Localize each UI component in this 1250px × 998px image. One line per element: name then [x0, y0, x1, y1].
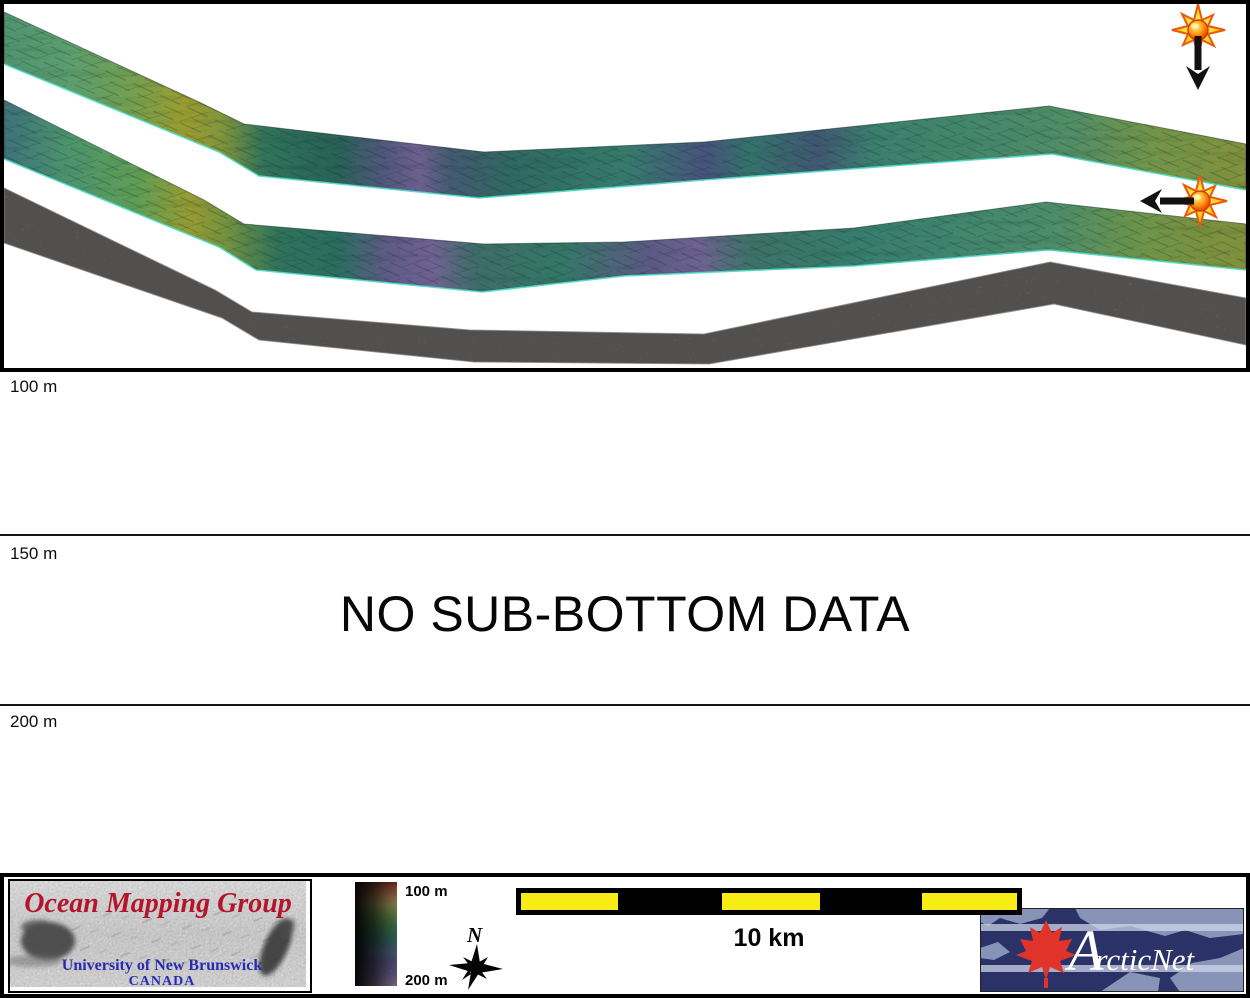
depth-label-150m: 150 m [10, 544, 58, 563]
sonar-shadow-left [6, 920, 75, 967]
depth-line-150m [0, 534, 1250, 536]
scale-bar [516, 888, 1022, 915]
sonar-shadow-right [259, 918, 295, 976]
starburst-arrow-down-icon [1171, 4, 1226, 90]
scale-bar-segment [922, 893, 1017, 910]
omg-subtitle: University of New Brunswick [62, 957, 263, 974]
depth-label-100m: 100 m [10, 377, 58, 396]
omg-country: CANADA [129, 974, 196, 987]
arcticnet-end: Net [1150, 942, 1195, 977]
scale-bar-segment [521, 893, 618, 910]
arcticnet-initial: A [1064, 918, 1104, 983]
arcticnet-mid: rctic [1095, 942, 1151, 977]
depth-label-200m: 200 m [10, 712, 58, 731]
compass-star [449, 944, 503, 990]
footer-legend-bar: Ocean Mapping Group University of New Br… [0, 873, 1250, 998]
bathymetry-swath-1 [4, 11, 1246, 199]
no-sub-bottom-data-text: NO SUB-BOTTOM DATA [339, 586, 911, 642]
arcticnet-wordmark: ArcticNet [1064, 918, 1196, 983]
sonar-panel [0, 0, 1250, 372]
omg-logo: Ocean Mapping Group University of New Br… [6, 879, 312, 993]
depth-line-200m [0, 704, 1250, 706]
scale-bar-segment [722, 893, 820, 910]
arcticnet-logo: ArcticNet [980, 908, 1244, 992]
north-label: N [466, 923, 483, 947]
omg-title: Ocean Mapping Group [24, 888, 292, 919]
swath2-cyan-fringe [4, 158, 1246, 293]
maple-leaf-icon [1016, 920, 1076, 988]
starburst-arrow-left-icon [1140, 174, 1228, 228]
scale-bar-label: 10 km [733, 924, 805, 952]
depth-colorbar [355, 882, 397, 986]
north-arrow: N [449, 923, 503, 990]
colorbar-bottom-label: 200 m [405, 972, 448, 989]
bathymetry-swath-2 [4, 99, 1246, 293]
colorbar-top-label: 100 m [405, 883, 448, 900]
swath1-cyan-fringe [4, 63, 1246, 199]
swath-figure [4, 4, 1246, 365]
